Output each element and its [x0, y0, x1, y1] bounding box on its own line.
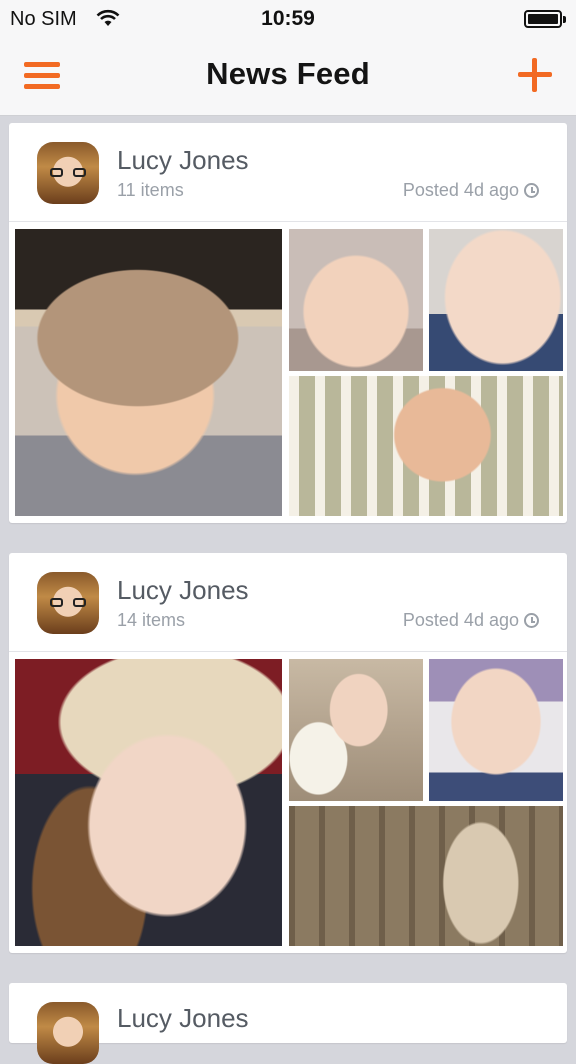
clock-icon [524, 183, 539, 198]
status-bar: No SIM 10:59 [0, 0, 576, 40]
page-title: News Feed [206, 56, 370, 91]
photo-thumbnail[interactable] [15, 229, 282, 516]
clock-time: 10:59 [261, 7, 315, 30]
wifi-icon [96, 9, 120, 26]
item-count: 14 items [117, 610, 186, 630]
author-name[interactable]: Lucy Jones [117, 145, 249, 175]
feed-card-header: Lucy Jones 11 items Posted 4d ago [9, 123, 567, 222]
photo-thumbnail[interactable] [289, 806, 563, 946]
feed-card[interactable]: Lucy Jones 11 items Posted 4d ago [9, 123, 567, 523]
battery-icon [524, 10, 566, 28]
hamburger-menu-icon[interactable] [24, 60, 60, 92]
feed-card[interactable]: Lucy Jones 14 items Posted 4d ago [9, 553, 567, 953]
photo-thumbnail[interactable] [289, 376, 563, 516]
photo-thumbnail[interactable] [15, 659, 282, 946]
photo-thumbnail[interactable] [289, 659, 423, 801]
avatar[interactable] [37, 142, 99, 204]
avatar[interactable] [37, 572, 99, 634]
clock-icon [524, 613, 539, 628]
author-name[interactable]: Lucy Jones [117, 1003, 249, 1033]
navigation-bar: News Feed [0, 40, 576, 116]
item-count: 11 items [117, 180, 184, 200]
posted-time: Posted 4d ago [402, 610, 519, 630]
photo-thumbnail[interactable] [289, 229, 423, 371]
photo-thumbnail[interactable] [429, 229, 563, 371]
posted-time: Posted 4d ago [402, 180, 519, 200]
feed-card[interactable]: Lucy Jones [9, 983, 567, 1064]
plus-icon[interactable] [518, 58, 552, 92]
author-name[interactable]: Lucy Jones [117, 575, 249, 605]
carrier-label: No SIM [10, 8, 77, 30]
avatar[interactable] [37, 1002, 99, 1064]
feed-card-header: Lucy Jones 14 items Posted 4d ago [9, 553, 567, 652]
photo-thumbnail[interactable] [429, 659, 563, 801]
